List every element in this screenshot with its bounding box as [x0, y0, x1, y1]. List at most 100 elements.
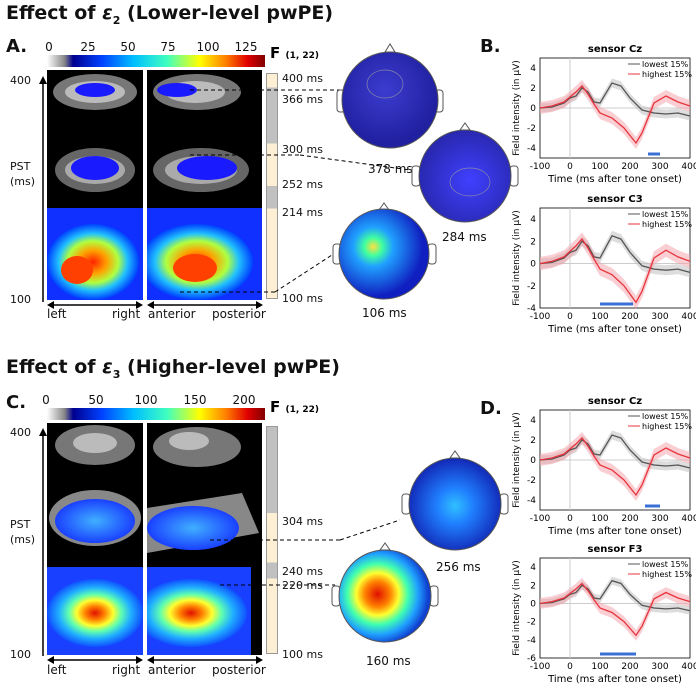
time-label: 214 ms [282, 206, 323, 219]
time-label: 100 ms [282, 292, 323, 305]
y-tick: -4 [527, 636, 536, 646]
axis-right-label: right [112, 307, 141, 321]
x-tick: 300 [651, 514, 668, 524]
time-label: 400 ms [282, 72, 323, 85]
x-tick: 200 [621, 312, 638, 322]
y-tick: 4 [530, 563, 536, 573]
f-label-a: F (1, 22) [270, 44, 320, 62]
colorbar-tick: 150 [183, 393, 207, 407]
pst-label: PST [10, 160, 31, 173]
heatmap-anterior-posterior-a [147, 70, 262, 300]
x-tick: 400 [681, 514, 696, 524]
y-tick: 2 [530, 84, 536, 94]
series-high [539, 85, 691, 145]
topo-label: 160 ms [366, 654, 411, 668]
series-low [539, 234, 691, 274]
x-tick: 300 [651, 312, 668, 322]
legend-high: highest 15% [642, 70, 692, 79]
pst-label: PST [10, 518, 31, 531]
panel-label-a: A. [6, 36, 28, 57]
x-tick: 400 [681, 162, 696, 172]
series-high [539, 582, 691, 637]
y-tick: 4 [530, 416, 536, 426]
legend-low: lowest 15% [642, 60, 689, 69]
time-label: 100 ms [282, 648, 323, 661]
legend-high: highest 15% [642, 570, 692, 579]
panel-label-c: C. [6, 392, 27, 413]
colorbar-tick: 125 [234, 40, 258, 54]
x-tick: 0 [567, 312, 573, 322]
x-axis-arrows-c [47, 656, 263, 664]
colorbar-tick: 100 [196, 40, 220, 54]
erp-plot-d-f3: 4 2 0 -2 -4 -6-100 0 100 200 300 400 sensor F3 lowes… [512, 544, 696, 685]
y-tick: 4 [530, 64, 536, 74]
axis-left-label: left [47, 307, 67, 321]
x-axis-label: Time (ms after tone onset) [547, 526, 682, 537]
y-tick: -4 [527, 304, 536, 314]
section-title-2: Effect of ε3 (Higher-level pwPE) [6, 356, 340, 381]
time-label: 252 ms [282, 178, 323, 191]
topomap-284ms [411, 122, 519, 223]
sensor-title: sensor C3 [587, 194, 642, 205]
x-axis-label: Time (ms after tone onset) [547, 174, 682, 185]
pst-unit: (ms) [10, 175, 36, 188]
x-tick: 100 [591, 162, 608, 172]
time-label: 300 ms [282, 143, 323, 156]
series-low [539, 434, 691, 469]
x-tick: 0 [567, 514, 573, 524]
colorbar-tick: 0 [45, 40, 53, 54]
x-tick: -100 [530, 514, 551, 524]
legend-low: lowest 15% [642, 412, 689, 421]
y-axis-label: Field intensity (in μV) [512, 210, 522, 305]
y-tick: -4 [527, 496, 536, 506]
y-top-label: 400 [10, 426, 31, 439]
topomap-256ms [401, 450, 509, 551]
series-high [539, 437, 691, 497]
y-tick: 4 [530, 215, 536, 225]
panel-label-d: D. [480, 398, 502, 419]
topo-label: 256 ms [436, 560, 481, 574]
f-label-c: F (1, 22) [270, 398, 320, 416]
legend-high: highest 15% [642, 220, 692, 229]
y-bottom-label: 100 [10, 293, 31, 306]
y-bottom-label: 100 [10, 648, 31, 661]
x-tick: 100 [591, 312, 608, 322]
axis-left-label: left [47, 663, 67, 677]
y-tick: 0 [530, 456, 536, 466]
topomap-378ms [336, 43, 444, 149]
y-tick: -2 [527, 618, 536, 628]
y-tick: -4 [527, 144, 536, 154]
legend-low: lowest 15% [642, 210, 689, 219]
y-axis-label: Field intensity (in μV) [512, 412, 522, 507]
sensor-title: sensor Cz [588, 44, 642, 55]
topo-label: 106 ms [362, 306, 407, 320]
axis-anterior-label: anterior [148, 663, 196, 677]
axis-anterior-label: anterior [148, 307, 196, 321]
y-axis-arrow [39, 428, 47, 656]
series-high [539, 238, 691, 304]
x-tick: -100 [530, 162, 551, 172]
time-label: 220 ms [282, 579, 323, 592]
heatmap-anterior-posterior-c [147, 423, 262, 655]
axis-posterior-label: posterior [212, 663, 266, 677]
time-window-bar-a [266, 73, 278, 299]
colorbar-tick: 100 [134, 393, 158, 407]
colorbar-tick: 0 [42, 393, 50, 407]
y-tick: 2 [530, 436, 536, 446]
x-tick: 400 [681, 662, 696, 672]
y-tick: 2 [530, 237, 536, 247]
x-tick: 300 [651, 662, 668, 672]
x-tick: 300 [651, 162, 668, 172]
x-tick: 400 [681, 312, 696, 322]
colorbar-tick: 25 [80, 40, 96, 54]
heatmap-left-right-a [47, 70, 143, 300]
x-tick: 0 [567, 662, 573, 672]
sensor-title: sensor Cz [588, 396, 642, 407]
y-tick: 0 [530, 260, 536, 270]
legend-high: highest 15% [642, 422, 692, 431]
colorbar-tick: 50 [88, 393, 104, 407]
ci-band-high [540, 80, 690, 149]
y-axis-label: Field intensity (in μV) [512, 560, 522, 655]
x-tick: -100 [530, 662, 551, 672]
x-axis-arrows-a [47, 301, 263, 309]
